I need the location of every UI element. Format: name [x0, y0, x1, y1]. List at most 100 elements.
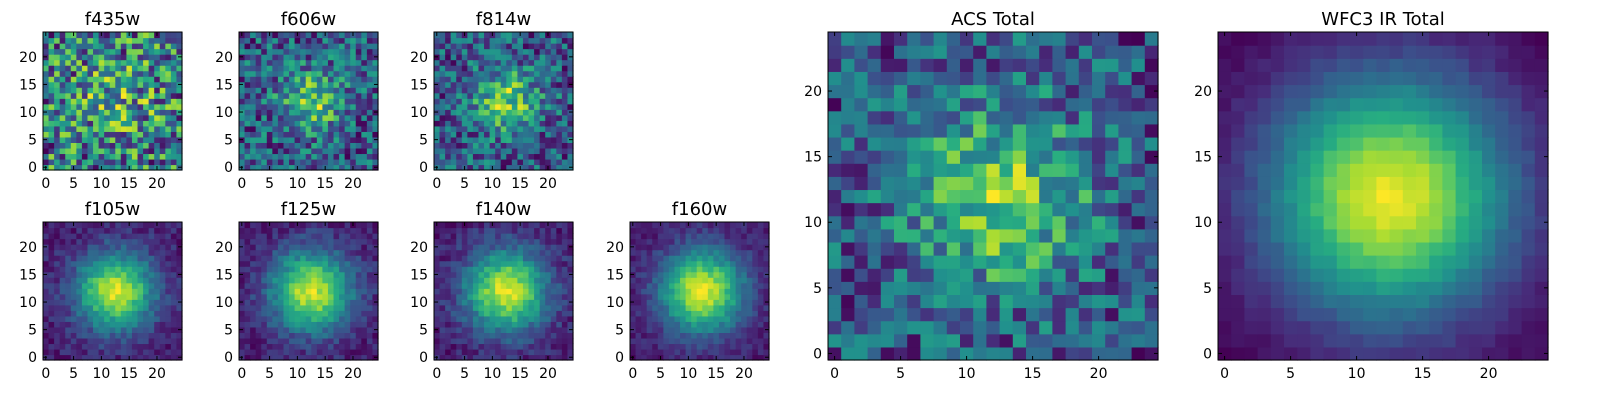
- heatmap-cell: [1131, 228, 1146, 243]
- heatmap-cell: [702, 255, 709, 262]
- heatmap-cell: [361, 125, 368, 132]
- heatmap-cell: [854, 150, 869, 164]
- heatmap-cell: [289, 92, 296, 99]
- heatmap-cell: [511, 354, 518, 361]
- heatmap-cell: [93, 299, 100, 306]
- heatmap-cell: [244, 222, 251, 229]
- heatmap-cell: [894, 346, 908, 361]
- heatmap-cell: [289, 103, 296, 110]
- heatmap-cell: [305, 70, 312, 77]
- heatmap-cell: [1131, 241, 1146, 256]
- heatmap-cell: [445, 343, 452, 350]
- heatmap-cell: [652, 304, 659, 311]
- heatmap-cell: [545, 54, 552, 61]
- heatmap-cell: [467, 304, 474, 311]
- heatmap-cell: [663, 348, 670, 356]
- heatmap-cell: [350, 92, 357, 99]
- heatmap-cell: [143, 348, 150, 356]
- heatmap-cell: [500, 70, 507, 77]
- heatmap-cell: [522, 332, 530, 339]
- heatmap-cell: [718, 249, 726, 256]
- heatmap-cell: [880, 281, 895, 295]
- heatmap-cell: [120, 65, 127, 72]
- heatmap-cell: [854, 176, 869, 191]
- heatmap-cell: [946, 202, 961, 217]
- heatmap-cell: [300, 87, 307, 94]
- heatmap-cell: [920, 307, 935, 322]
- heatmap-cell: [43, 103, 50, 110]
- heatmap-cell: [630, 282, 637, 289]
- heatmap-cell: [439, 337, 446, 345]
- heatmap-cell: [641, 282, 648, 289]
- heatmap-cell: [713, 249, 720, 256]
- heatmap-cell: [109, 260, 116, 267]
- heatmap-cell: [730, 222, 737, 229]
- heatmap-cell: [244, 81, 251, 88]
- heatmap-cell: [165, 76, 172, 83]
- heatmap-cell: [933, 294, 948, 309]
- heatmap-cell: [522, 136, 530, 143]
- heatmap-cell: [261, 103, 268, 110]
- heatmap-cell: [87, 142, 94, 149]
- heatmap-cell: [93, 249, 100, 256]
- heatmap-cell: [176, 65, 183, 72]
- heatmap-cell: [355, 321, 362, 328]
- heatmap-cell: [545, 304, 552, 311]
- heatmap-cell: [1131, 255, 1146, 269]
- heatmap-cell: [657, 343, 664, 350]
- heatmap-cell: [81, 260, 89, 267]
- heatmap-cell: [54, 233, 61, 240]
- heatmap-cell: [999, 241, 1014, 256]
- heatmap-cell: [456, 131, 463, 138]
- heatmap-cell: [170, 288, 178, 295]
- heatmap-cell: [115, 282, 122, 289]
- heatmap-cell: [131, 222, 139, 229]
- heatmap-cell: [652, 277, 659, 284]
- heatmap-cell: [143, 125, 150, 132]
- heatmap-cell: [350, 282, 357, 289]
- axes-frame: [433, 221, 574, 361]
- heatmap-cell: [894, 281, 908, 295]
- heatmap-cell: [663, 326, 670, 333]
- heatmap-cell: [461, 332, 468, 339]
- heatmap-cell: [148, 332, 155, 339]
- heatmap-cell: [472, 109, 480, 116]
- heatmap-cell: [752, 244, 759, 251]
- heatmap-cell: [355, 337, 362, 345]
- heatmap-cell: [283, 37, 290, 44]
- heatmap-cell: [718, 337, 726, 345]
- heatmap-cell: [350, 260, 357, 267]
- heatmap-cell: [522, 87, 530, 94]
- heatmap-cell: [372, 222, 379, 229]
- heatmap-cell: [154, 43, 161, 50]
- heatmap-cell: [154, 299, 161, 306]
- heatmap-cell: [277, 48, 285, 55]
- heatmap-cell: [752, 271, 759, 278]
- heatmap-cell: [534, 43, 541, 50]
- heatmap-cell: [489, 244, 496, 251]
- heatmap-cell: [333, 227, 340, 234]
- heatmap-cell: [65, 59, 72, 66]
- heatmap-cell: [339, 125, 346, 132]
- heatmap-cell: [973, 228, 987, 243]
- heatmap-cell: [867, 307, 882, 322]
- heatmap-cell: [506, 114, 513, 121]
- heatmap-cell: [691, 293, 698, 300]
- heatmap-cell: [76, 266, 83, 273]
- heatmap-cell: [724, 227, 731, 234]
- heatmap-cell: [763, 310, 770, 317]
- heatmap-cell: [104, 227, 111, 234]
- heatmap-cell: [170, 255, 178, 262]
- heatmap-cell: [239, 310, 246, 317]
- heatmap-cell: [115, 304, 122, 311]
- heatmap-cell: [255, 337, 262, 345]
- heatmap-cell: [120, 348, 127, 356]
- heatmap-cell: [277, 153, 285, 160]
- heatmap-cell: [528, 337, 535, 345]
- heatmap-cell: [986, 268, 1001, 282]
- heatmap-cell: [641, 233, 648, 240]
- heatmap-cell: [718, 299, 726, 306]
- heatmap-cell: [657, 249, 664, 256]
- heatmap-cell: [372, 37, 379, 44]
- heatmap-cell: [244, 266, 251, 273]
